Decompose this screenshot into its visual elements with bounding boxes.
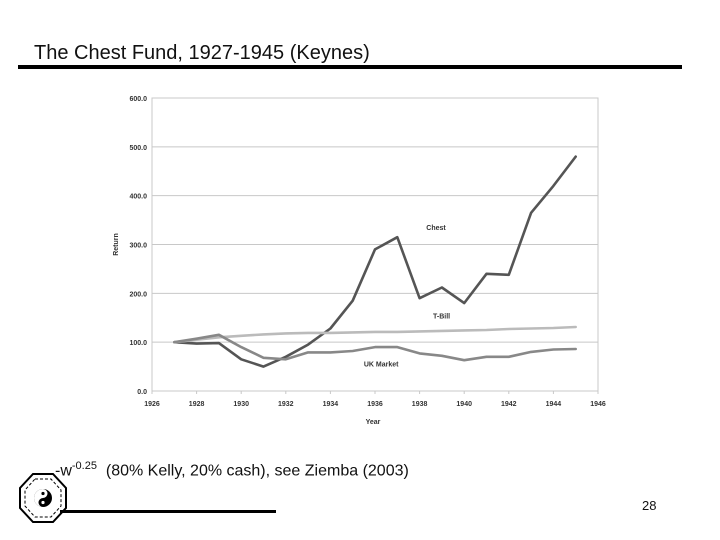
y-tick-label: 0.0 [137,389,147,396]
x-tick-label: 1932 [278,401,294,408]
series-label-t-bill: T-Bill [433,314,450,321]
series-layer [173,155,578,368]
tick-layer: 0.0 100.0 200.0 300.0 400.0 500.0 600.0 1926 192… [129,96,605,408]
x-tick-label: 1938 [412,401,428,408]
series-label-chest: Chest [426,225,446,232]
series-line-chest [173,155,578,368]
y-axis-label: Return [113,233,120,256]
pagoda-logo-icon [18,470,68,525]
caption-exponent: -0.25 [71,460,97,472]
x-tick-label: 1946 [590,401,606,408]
y-tick-label: 300.0 [129,243,147,250]
x-tick-label: 1942 [501,401,517,408]
x-axis-label: Year [366,419,381,426]
chart-svg: 0.0 100.0 200.0 300.0 400.0 500.0 600.0 1926 192… [113,96,606,426]
x-tick-label: 1940 [456,401,472,408]
grid-layer [151,97,599,394]
x-tick-label: 1930 [233,401,249,408]
x-tick-label: 1936 [367,401,383,408]
y-tick-label: 500.0 [129,145,147,152]
chest-fund-chart: 0.0 100.0 200.0 300.0 400.0 500.0 600.0 1926 192… [100,86,620,436]
x-tick-label: 1928 [189,401,205,408]
caption-text: (80% Kelly, 20% cash), see Ziemba (2003) [105,462,409,480]
x-tick-label: 1926 [144,401,160,408]
series-label-uk-market: UK Market [364,362,399,369]
slide-title: The Chest Fund, 1927-1945 (Keynes) [34,42,370,64]
series-line-t-bill [173,325,578,344]
y-tick-label: 600.0 [129,96,147,103]
title-underline [18,65,682,69]
x-tick-label: 1944 [546,401,562,408]
y-tick-label: 200.0 [129,291,147,298]
label-layer: Year Return Chest T-Bill UK Market [113,225,450,426]
y-tick-label: 400.0 [129,194,147,201]
footer-rule [60,510,276,513]
x-tick-label: 1934 [323,401,339,408]
caption: -w-0.25 (80% Kelly, 20% cash), see Ziemb… [55,460,409,480]
y-tick-label: 100.0 [129,340,147,347]
series-line-uk-market [173,333,578,362]
caption-prefix: -w [55,462,72,480]
page-number: 28 [642,498,657,513]
